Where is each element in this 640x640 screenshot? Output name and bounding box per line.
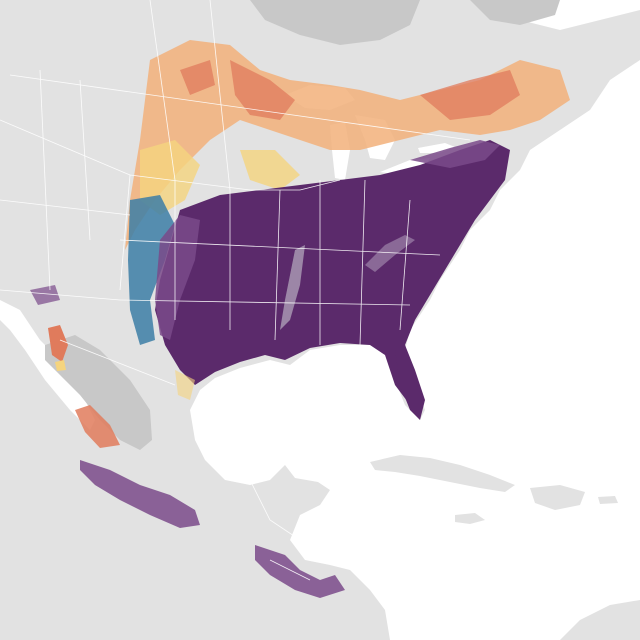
abundance-mexico-north-red	[48, 325, 68, 362]
political-borders	[0, 0, 470, 580]
gulf-of-california	[0, 300, 95, 430]
island-hispaniola	[530, 485, 585, 510]
appalachian-streak	[365, 235, 415, 272]
northern-dark-region	[470, 0, 560, 25]
abundance-lowest-patches	[140, 140, 300, 215]
lake-erie	[380, 158, 430, 175]
south-america-tip	[560, 600, 640, 640]
abundance-mid-high-fringe	[155, 140, 500, 340]
island-cuba	[370, 455, 515, 492]
abundance-mexico-west	[80, 460, 200, 528]
mexican-plateau	[45, 335, 152, 450]
abundance-texas-fringe	[175, 370, 195, 400]
island-jamaica	[455, 513, 485, 524]
abundance-low-mid-north	[180, 60, 520, 120]
abundance-mexico-orange	[75, 405, 120, 448]
abundance-central-america	[255, 545, 345, 598]
mississippi-streak	[280, 245, 305, 330]
abundance-mexico-north-yellow	[55, 360, 66, 371]
abundance-high-east	[155, 140, 510, 405]
island-puerto-rico	[598, 496, 618, 504]
hudson-bay-region	[250, 0, 420, 45]
abundance-arizona-patch	[30, 285, 60, 305]
abundance-mid-west	[128, 195, 175, 345]
florida-peninsula	[395, 345, 425, 420]
